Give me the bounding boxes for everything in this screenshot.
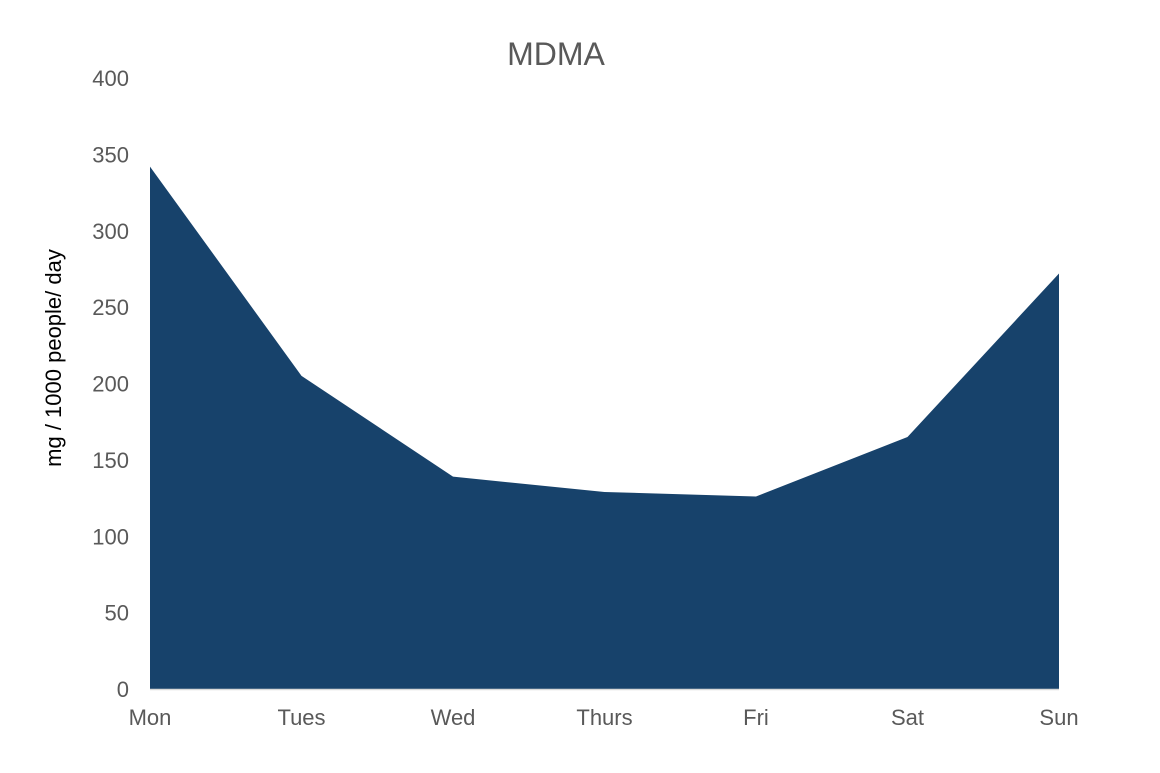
x-tick-label: Tues	[277, 705, 325, 730]
x-tick-label: Thurs	[576, 705, 632, 730]
y-tick-label: 100	[92, 524, 129, 549]
y-tick-label: 300	[92, 219, 129, 244]
chart-title: MDMA	[507, 36, 605, 72]
y-tick-label: 250	[92, 295, 129, 320]
x-tick-label: Fri	[743, 705, 769, 730]
y-tick-label: 0	[117, 677, 129, 702]
x-tick-label: Sun	[1039, 705, 1078, 730]
y-tick-label: 150	[92, 448, 129, 473]
y-tick-label: 200	[92, 372, 129, 397]
y-tick-label: 350	[92, 142, 129, 167]
y-tick-label: 400	[92, 66, 129, 91]
y-tick-label: 50	[105, 601, 129, 626]
x-tick-label: Sat	[891, 705, 924, 730]
x-tick-label: Wed	[431, 705, 476, 730]
area-series-0	[150, 166, 1059, 690]
y-axis-label: mg / 1000 people/ day	[41, 249, 66, 467]
x-axis: Mon Tues Wed Thurs Fri Sat Sun	[129, 705, 1079, 730]
y-axis: 0 50 100 150 200 250 300 350 400	[92, 66, 129, 702]
plot-area	[150, 166, 1059, 691]
x-tick-label: Mon	[129, 705, 172, 730]
